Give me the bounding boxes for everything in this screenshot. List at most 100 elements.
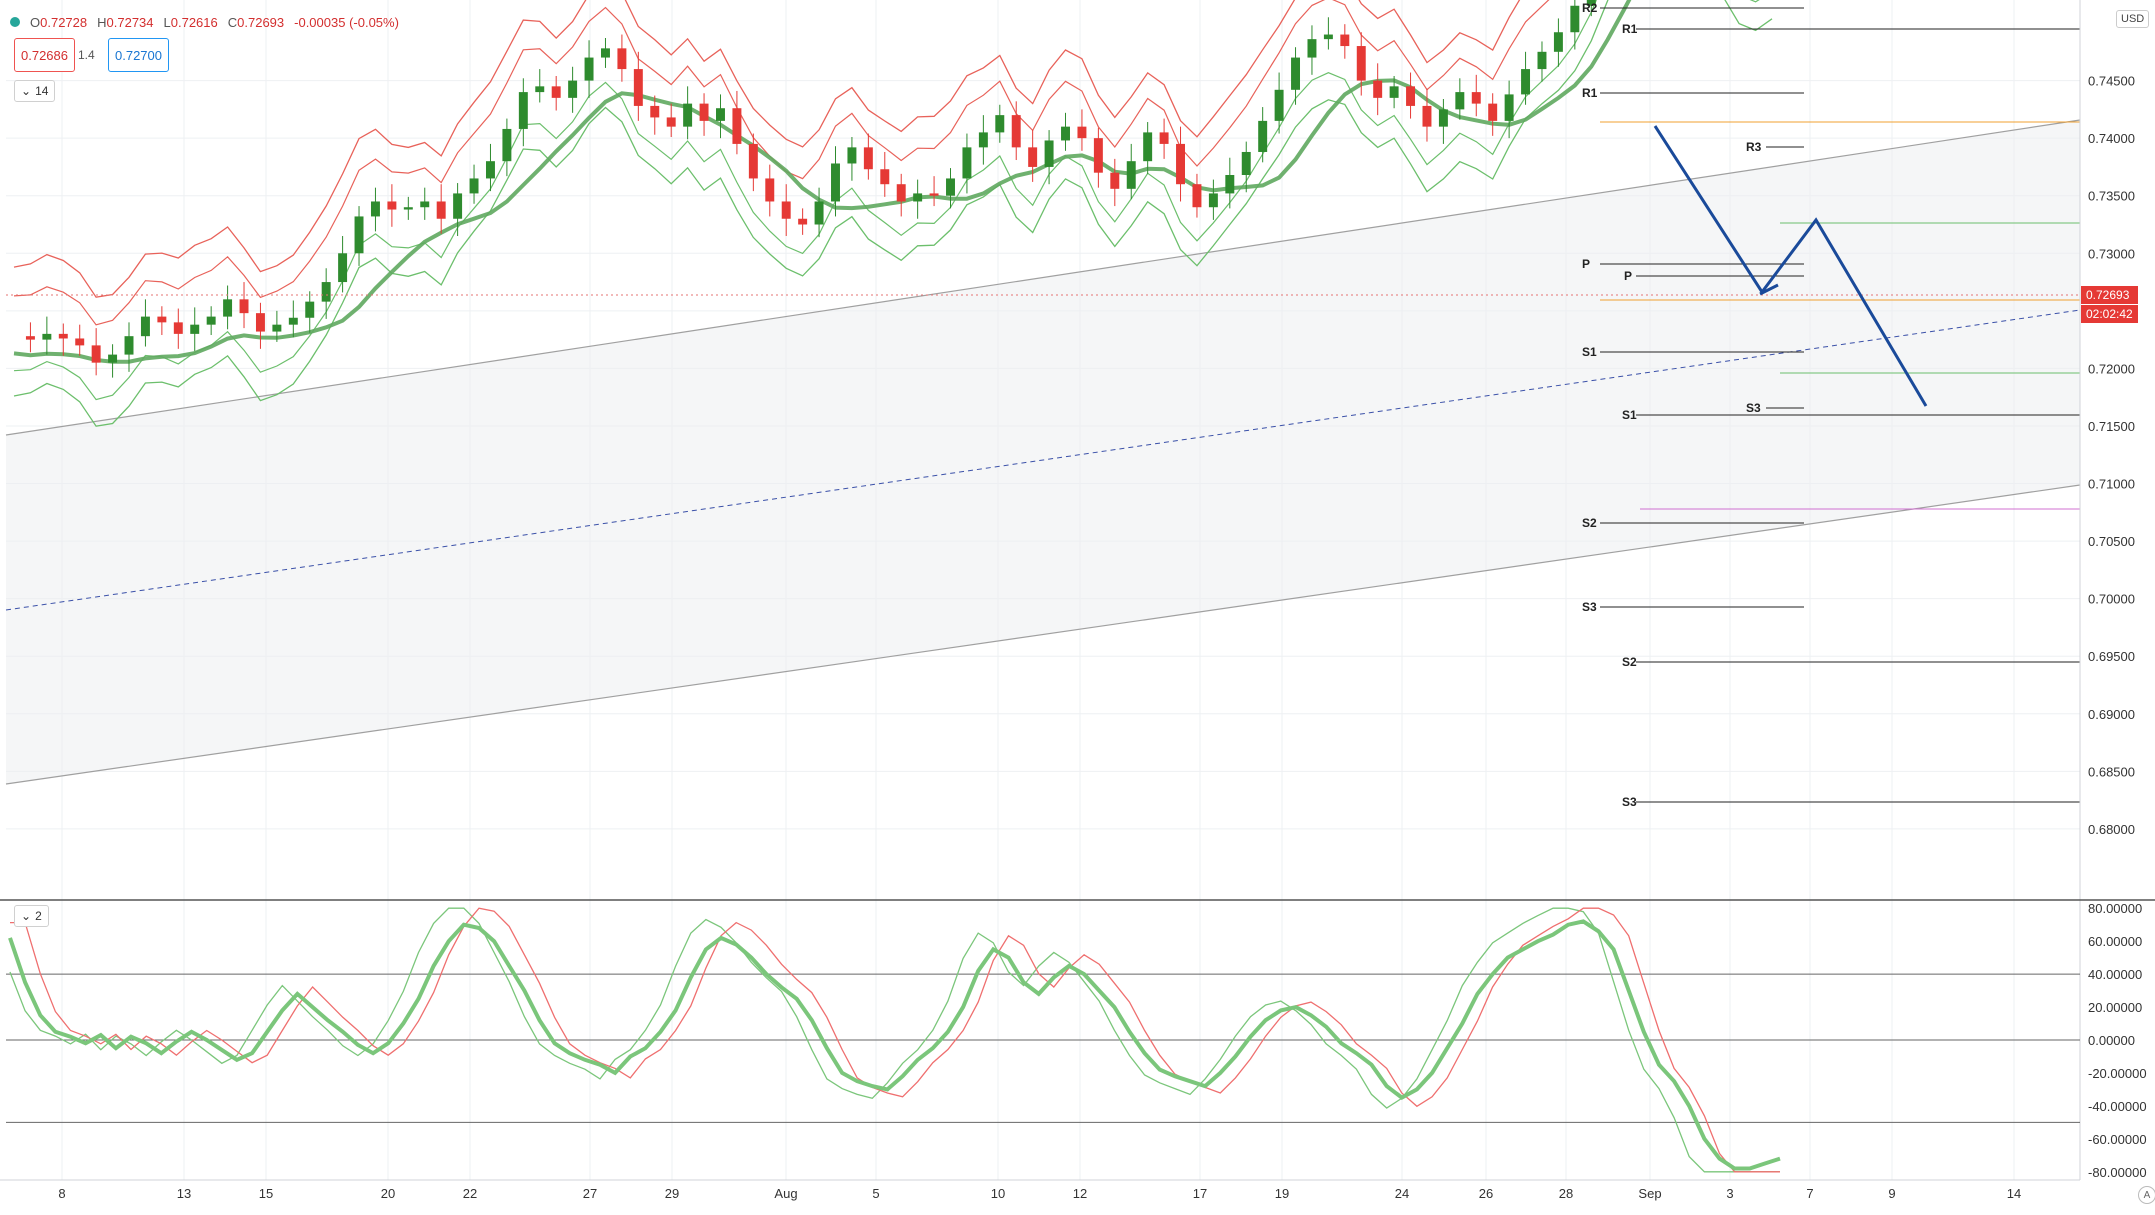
price-tick-label: 0.70000 xyxy=(2088,592,2135,607)
sell-price-button[interactable]: 0.72686 xyxy=(14,38,75,72)
candle-body xyxy=(1455,92,1465,110)
candle-body xyxy=(1126,161,1136,189)
time-tick-label: 24 xyxy=(1395,1186,1409,1201)
candle-body xyxy=(946,178,955,196)
candle-body xyxy=(1176,143,1185,185)
auto-scale-button[interactable]: A xyxy=(2138,1186,2155,1204)
candle-body xyxy=(124,336,134,355)
candle-body xyxy=(978,132,988,148)
oscillator-tick-label: -40.00000 xyxy=(2088,1099,2147,1114)
candle-body xyxy=(1159,132,1169,144)
chevron-down-icon: ⌄ xyxy=(21,909,32,923)
ohlc-close: C0.72693 xyxy=(227,14,285,30)
candle-body xyxy=(863,147,873,170)
indicator-collapse-button[interactable]: ⌄ 14 xyxy=(14,80,56,102)
time-tick-label: 19 xyxy=(1275,1186,1289,1201)
candle-body xyxy=(748,143,758,179)
candle-body xyxy=(929,193,939,196)
candle-body xyxy=(617,48,627,70)
ohlc-change: -0.00035 (-0.05%) xyxy=(294,14,399,30)
price-tick-label: 0.71000 xyxy=(2088,477,2135,492)
ohlc-low: L0.72616 xyxy=(163,14,218,30)
price-tick-label: 0.69500 xyxy=(2088,649,2135,664)
candle-body xyxy=(995,115,1005,133)
candle-body xyxy=(1488,103,1498,121)
candle-body xyxy=(1093,138,1103,173)
candle-body xyxy=(1110,172,1120,189)
candle-body xyxy=(91,345,101,363)
candle-body xyxy=(485,161,495,179)
time-tick-label: 9 xyxy=(1888,1186,1895,1201)
candle-body xyxy=(1389,86,1399,98)
candle-body xyxy=(354,216,364,254)
candle-body xyxy=(601,48,610,58)
candle-body xyxy=(1192,184,1202,208)
candle-body xyxy=(683,103,693,127)
candle-body xyxy=(1323,34,1333,40)
countdown-label: 02:02:42 xyxy=(2086,307,2133,321)
candle-body xyxy=(831,163,840,202)
candle-body xyxy=(370,201,380,217)
candle-body xyxy=(25,336,35,340)
spread-value: 1.4 xyxy=(78,48,95,62)
candle-body xyxy=(1406,86,1416,106)
chevron-down-icon: ⌄ xyxy=(21,84,32,98)
candle-body xyxy=(321,282,331,302)
candle-body xyxy=(1274,89,1284,121)
candle-body xyxy=(1340,34,1350,47)
pivot-label: S2 xyxy=(1622,655,1637,669)
oscillator-tick-label: 80.00000 xyxy=(2088,901,2142,916)
oscillator-tick-label: -20.00000 xyxy=(2088,1066,2147,1081)
lower-band-outer xyxy=(13,0,1773,427)
price-tick-label: 0.71500 xyxy=(2088,419,2135,434)
candle-body xyxy=(453,193,463,219)
candle-body xyxy=(1471,92,1481,104)
candle-body xyxy=(42,333,52,340)
time-tick-label: 26 xyxy=(1479,1186,1493,1201)
pivot-label: S3 xyxy=(1582,600,1597,614)
oscillator-tick-label: 60.00000 xyxy=(2088,934,2142,949)
candle-body xyxy=(288,317,298,325)
candle-body xyxy=(403,207,413,210)
time-tick-label: 7 xyxy=(1806,1186,1813,1201)
ohlc-legend: O0.72728 H0.72734 L0.72616 C0.72693 -0.0… xyxy=(10,8,399,36)
candle-body xyxy=(765,178,775,202)
candle-body xyxy=(387,201,397,210)
channel-midline xyxy=(5,309,2081,611)
channel-fill xyxy=(6,120,2080,784)
candle-body xyxy=(502,128,512,162)
candle-body xyxy=(814,201,824,225)
oscillator-tick-label: 40.00000 xyxy=(2088,967,2142,982)
candle-body xyxy=(1011,115,1021,148)
candle-body xyxy=(1028,147,1038,167)
candle-body xyxy=(798,218,808,225)
oscillator-collapse-button[interactable]: ⌄ 2 xyxy=(14,905,49,927)
candle-body xyxy=(781,201,791,219)
forecast-joint xyxy=(1759,283,1779,296)
candle-body xyxy=(272,324,282,332)
candle-body xyxy=(847,147,857,164)
candle-body xyxy=(190,324,200,334)
candle-body xyxy=(1521,69,1531,95)
oscillator-tick-label: 0.00000 xyxy=(2088,1033,2135,1048)
candle-body xyxy=(1373,80,1383,98)
oscillator-signal-line xyxy=(10,907,1780,1173)
time-tick-label: 12 xyxy=(1073,1186,1087,1201)
buy-price-button[interactable]: 0.72700 xyxy=(108,38,169,72)
market-status-icon xyxy=(10,17,20,27)
candle-body xyxy=(1291,57,1301,90)
candle-body xyxy=(157,316,167,323)
oscillator-tick-label: -80.00000 xyxy=(2088,1165,2147,1180)
candle-body xyxy=(1570,5,1580,33)
lower-band-inner xyxy=(13,0,1760,401)
currency-badge[interactable]: USD xyxy=(2116,10,2150,28)
candle-body xyxy=(732,108,742,144)
price-tick-label: 0.73000 xyxy=(2088,246,2135,261)
candle-body xyxy=(255,313,265,332)
price-tick-label: 0.68000 xyxy=(2088,822,2135,837)
candle-body xyxy=(1356,46,1366,81)
pivot-label: S2 xyxy=(1582,516,1597,530)
pivot-label: S3 xyxy=(1746,401,1761,415)
